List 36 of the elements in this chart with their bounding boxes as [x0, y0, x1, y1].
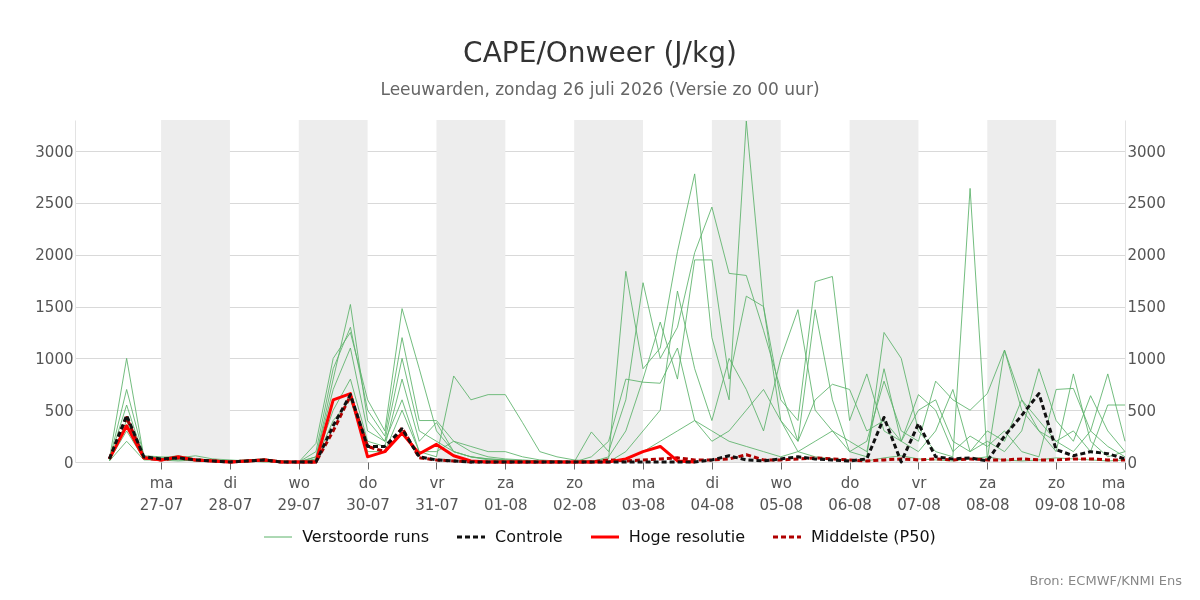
x-tick-label: ma 10-08: [1081, 473, 1126, 514]
legend-label: Hoge resolutie: [628, 527, 745, 546]
x-tick-label: ma 27-07: [139, 473, 184, 514]
chart-subtitle: Leeuwarden, zondag 26 juli 2026 (Versie zo 00 uur): [380, 79, 820, 99]
y2-tick-label: 0: [1127, 453, 1138, 472]
legend-label: Verstoorde runs: [302, 527, 430, 546]
x-tick-label: di 04-08: [690, 473, 735, 514]
x-tick-label: za 08-08: [966, 473, 1010, 514]
y-tick-label: 1000: [35, 349, 74, 368]
y-tick-label: 2500: [35, 194, 74, 213]
legend-label: Middelste (P50): [810, 527, 936, 546]
x-tick-label: wo 05-08: [759, 473, 804, 514]
x-tick-label: do 30-07: [346, 473, 390, 514]
text: Bron: ECMWF/KNMI Ens: [1029, 573, 1182, 588]
x-tick-label: za 01-08: [484, 473, 528, 514]
x-tick-label: zo 02-08: [552, 473, 597, 514]
x-tick-label: ma 03-08: [621, 473, 666, 514]
y2-tick-label: 2500: [1127, 194, 1166, 213]
x-tick-label: di 28-07: [208, 473, 253, 514]
x-tick-label: vr 07-08: [897, 473, 941, 514]
y2-tick-label: 1000: [1127, 349, 1166, 368]
y-tick-label: 3000: [35, 142, 74, 161]
y-tick-label: 0: [63, 453, 74, 472]
x-tick-label: vr 31-07: [415, 473, 459, 514]
y2-tick-label: 3000: [1127, 142, 1166, 161]
x-tick-label: zo 09-08: [1034, 473, 1079, 514]
legend-label: Controle: [495, 527, 563, 546]
y2-tick-label: 1500: [1127, 298, 1166, 317]
y-tick-label: 2000: [35, 246, 74, 265]
y2-tick-label: 500: [1127, 401, 1157, 420]
y2-tick-label: 2000: [1127, 246, 1166, 265]
x-tick-label: wo 29-07: [277, 473, 322, 514]
y-tick-label: 1500: [35, 298, 74, 317]
y-tick-label: 500: [44, 401, 74, 420]
chart-title: CAPE/Onweer (J/kg): [463, 36, 737, 69]
x-tick-label: do 06-08: [828, 473, 872, 514]
